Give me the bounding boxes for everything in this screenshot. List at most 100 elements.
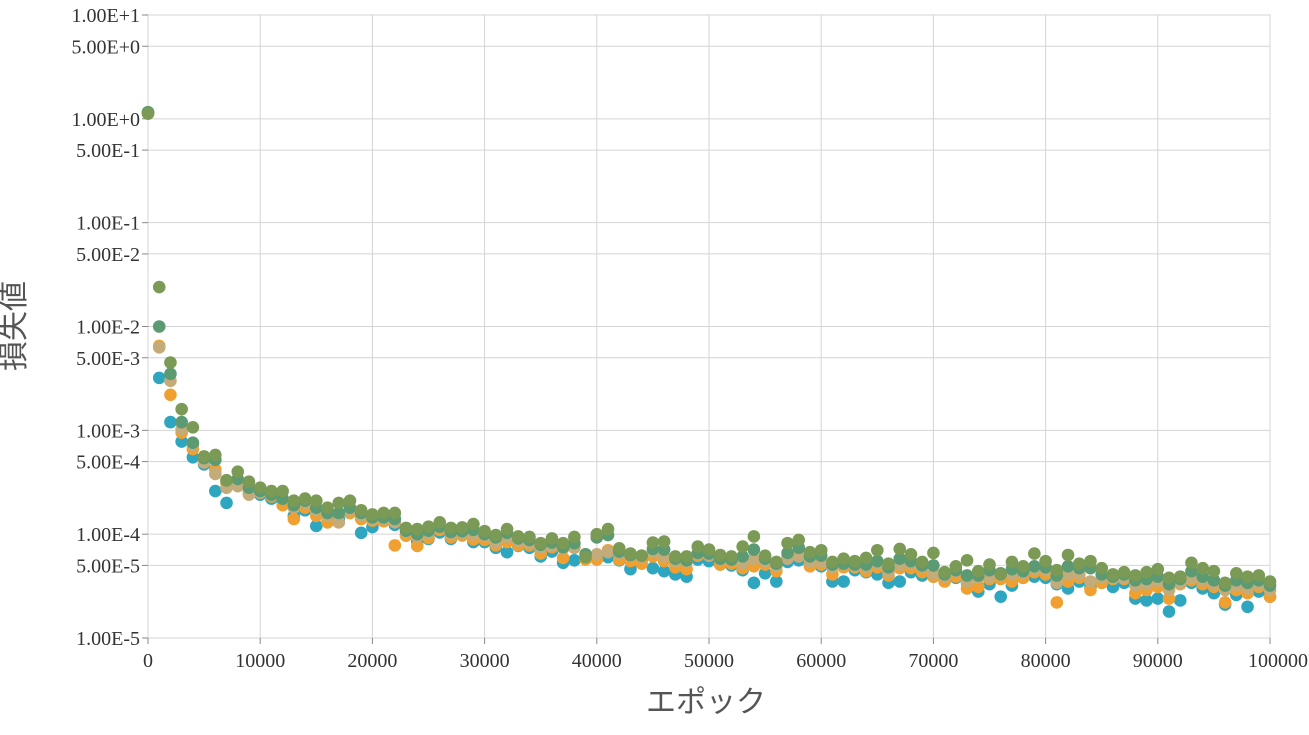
data-point bbox=[231, 465, 245, 478]
data-point bbox=[1050, 596, 1064, 609]
data-point bbox=[410, 539, 424, 553]
data-point bbox=[1061, 560, 1075, 573]
data-point bbox=[814, 543, 828, 557]
data-point bbox=[904, 547, 918, 561]
data-point bbox=[646, 536, 660, 549]
data-point bbox=[310, 494, 323, 508]
y-tick-label: 1.00E-5 bbox=[76, 628, 140, 650]
data-point bbox=[1151, 562, 1165, 576]
data-point bbox=[927, 559, 940, 572]
y-tick-label: 1.00E+0 bbox=[72, 109, 141, 131]
x-axis-ticks: 0 10000 20000 30000 40000 50000 60000 70000 8000… bbox=[143, 638, 1308, 672]
data-point bbox=[960, 554, 974, 567]
data-point bbox=[781, 546, 794, 560]
data-point bbox=[781, 536, 794, 550]
y-tick-label: 1.00E-2 bbox=[76, 317, 140, 339]
data-point bbox=[511, 530, 525, 543]
y-tick-label: 1.00E-1 bbox=[76, 213, 140, 235]
data-point bbox=[691, 540, 705, 553]
data-point bbox=[545, 532, 559, 545]
data-point bbox=[399, 521, 413, 535]
x-tick-label: 0 bbox=[143, 650, 153, 672]
data-point bbox=[657, 564, 671, 578]
data-point bbox=[186, 436, 200, 450]
data-point bbox=[579, 550, 592, 564]
data-point bbox=[332, 516, 346, 529]
data-point bbox=[601, 545, 615, 559]
data-point bbox=[680, 550, 693, 563]
data-point bbox=[1185, 556, 1198, 570]
data-point bbox=[209, 467, 222, 481]
data-point bbox=[915, 555, 929, 569]
data-point bbox=[534, 536, 547, 550]
data-point bbox=[871, 543, 884, 557]
y-tick-label: 5.00E-1 bbox=[76, 140, 140, 162]
data-point bbox=[152, 280, 166, 294]
data-point bbox=[960, 569, 974, 582]
data-point bbox=[1039, 554, 1052, 568]
data-point bbox=[220, 474, 233, 487]
data-points bbox=[141, 105, 1277, 618]
data-point bbox=[500, 545, 514, 559]
data-point bbox=[1129, 569, 1142, 582]
data-point bbox=[377, 506, 390, 520]
data-point bbox=[164, 356, 177, 369]
data-point bbox=[747, 530, 761, 543]
data-point bbox=[927, 546, 940, 560]
data-point bbox=[500, 522, 514, 536]
data-point bbox=[220, 496, 233, 510]
data-point bbox=[893, 542, 907, 556]
data-point bbox=[354, 503, 368, 517]
data-point bbox=[1050, 563, 1064, 577]
data-point bbox=[1061, 548, 1075, 562]
y-tick-label: 5.00E+0 bbox=[72, 36, 141, 58]
data-point bbox=[949, 560, 963, 573]
data-point bbox=[590, 527, 604, 541]
data-point bbox=[523, 530, 536, 544]
data-point bbox=[792, 533, 806, 547]
data-point bbox=[152, 320, 166, 333]
data-point bbox=[758, 566, 772, 580]
data-point bbox=[803, 545, 817, 559]
data-point bbox=[1230, 566, 1243, 580]
x-tick-label: 40000 bbox=[572, 650, 622, 672]
data-point bbox=[175, 435, 188, 448]
data-point bbox=[276, 484, 289, 498]
data-point bbox=[455, 521, 469, 534]
data-point bbox=[826, 555, 839, 569]
data-point bbox=[422, 520, 435, 534]
data-point bbox=[287, 494, 301, 508]
data-point bbox=[837, 575, 850, 588]
x-tick-label: 100000 bbox=[1248, 650, 1308, 672]
data-point bbox=[983, 558, 996, 571]
data-point bbox=[624, 547, 637, 560]
data-point bbox=[635, 549, 648, 563]
x-tick-label: 60000 bbox=[796, 650, 846, 672]
data-point bbox=[1252, 569, 1266, 582]
data-point bbox=[164, 415, 177, 429]
data-point bbox=[590, 547, 604, 561]
data-point bbox=[298, 492, 312, 505]
data-point bbox=[1016, 560, 1030, 573]
data-point bbox=[1207, 564, 1221, 578]
data-point bbox=[1207, 573, 1221, 587]
data-point bbox=[265, 484, 278, 498]
data-point bbox=[612, 542, 626, 555]
x-tick-label: 30000 bbox=[460, 650, 510, 672]
data-point bbox=[1196, 561, 1209, 575]
data-point bbox=[444, 521, 458, 535]
y-axis-title: 損失値 bbox=[0, 281, 32, 371]
data-point bbox=[938, 565, 951, 579]
data-point bbox=[893, 552, 907, 566]
data-point bbox=[209, 484, 222, 498]
data-point bbox=[556, 551, 570, 565]
data-point bbox=[601, 522, 615, 536]
data-point bbox=[1173, 594, 1187, 607]
data-point bbox=[433, 516, 447, 529]
data-point bbox=[489, 528, 503, 542]
data-point bbox=[332, 506, 346, 520]
data-point bbox=[747, 552, 761, 566]
data-point bbox=[994, 590, 1008, 603]
data-point bbox=[1241, 600, 1254, 614]
